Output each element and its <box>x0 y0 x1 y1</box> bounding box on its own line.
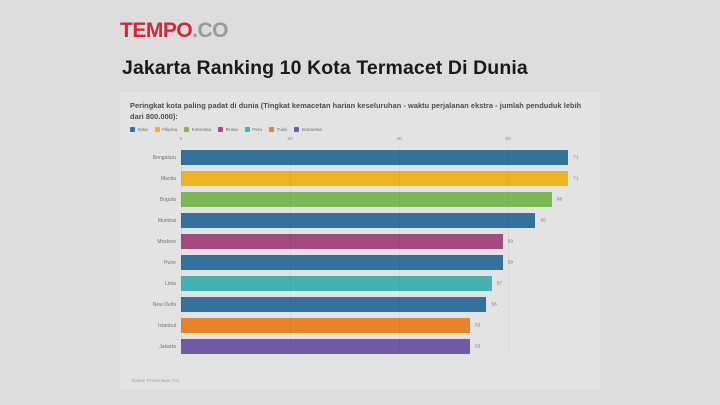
bar-row: Istanbul 53 <box>130 315 590 336</box>
bar-category-label: Istanbul <box>158 322 176 329</box>
bar-value-label: 71 <box>573 155 579 160</box>
legend-item: Kolombia <box>184 127 212 133</box>
legend-label: India <box>137 127 148 133</box>
bar <box>181 338 471 355</box>
bar <box>181 275 492 292</box>
bar-value-label: 53 <box>475 344 481 349</box>
legend-item: Indonesia <box>293 127 322 133</box>
bar-value-label: 53 <box>475 323 481 328</box>
legend-label: Rusia <box>225 127 238 133</box>
brand-name: TEMPO <box>120 19 193 42</box>
bar-track: 56 <box>181 294 590 315</box>
bar-row: Moskow 59 <box>130 231 590 252</box>
bar <box>181 170 569 187</box>
gridline <box>508 147 510 355</box>
chart-card: Peringkat kota paling padat di dunia (Ti… <box>120 92 600 389</box>
bar-row: New Delhi 56 <box>130 294 590 315</box>
bar-row: Manila 71 <box>130 168 590 189</box>
legend-item: Filipina <box>154 127 178 133</box>
bar-row: Jakarta 53 <box>130 336 590 357</box>
gridline <box>399 147 401 355</box>
legend-item: Rusia <box>218 127 238 133</box>
legend-swatch-icon <box>269 127 275 133</box>
bar-track: 71 <box>181 168 590 189</box>
bar-row: Pune 59 <box>130 252 590 273</box>
bar-row: Lima 57 <box>130 273 590 294</box>
bar <box>181 149 569 166</box>
bar-category-label: Bengaluru <box>152 154 176 161</box>
bar-category-label: Jakarta <box>159 343 176 350</box>
chart-legend: India Filipina Kolombia Rusia Peru Turki Indon… <box>130 127 590 133</box>
bar-track: 57 <box>181 273 590 294</box>
bar-value-label: 59 <box>507 239 514 244</box>
gridline <box>290 147 292 355</box>
bar <box>181 317 471 334</box>
bar-row: Mumbai 65 <box>130 210 590 231</box>
bar-value-label: 65 <box>540 218 546 223</box>
bar <box>181 254 503 271</box>
legend-label: Turki <box>276 127 287 133</box>
bar-value-label: 59 <box>507 260 514 265</box>
bar-category-label: Pune <box>164 259 176 266</box>
brand-suffix: .CO <box>192 19 229 42</box>
legend-label: Filipina <box>162 127 178 133</box>
bar-track: 53 <box>181 336 590 357</box>
x-axis-tick-label: 0 <box>179 137 183 142</box>
bar-value-label: 68 <box>556 197 563 202</box>
legend-label: Kolombia <box>191 127 212 133</box>
chart-footnote: Dalam Presentase (%) <box>132 378 180 383</box>
legend-item: Turki <box>269 127 287 133</box>
bar-track: 59 <box>181 231 590 252</box>
tempo-logo: TEMPO.CO <box>120 19 229 42</box>
legend-label: Peru <box>252 127 263 133</box>
legend-swatch-icon <box>293 127 299 133</box>
legend-item: Peru <box>244 127 263 133</box>
bar-category-label: Mumbai <box>157 217 176 224</box>
legend-swatch-icon <box>154 127 160 133</box>
bar-track: 53 <box>181 315 590 336</box>
chart-plot-area: 0 20 40 60 Bengaluru 71 Manila 71 Bogota 68 Mumba… <box>130 137 590 369</box>
bar-category-label: Manila <box>160 175 176 182</box>
bar-category-label: Moskow <box>157 238 176 245</box>
bar-track: 71 <box>181 147 590 168</box>
x-axis-tick-label: 60 <box>505 137 511 142</box>
bar-track: 65 <box>181 210 590 231</box>
bar <box>181 212 536 229</box>
x-axis-tick-label: 40 <box>396 137 402 142</box>
gridline <box>181 147 182 355</box>
bar <box>181 233 503 250</box>
bar-track: 59 <box>181 252 590 273</box>
legend-label: Indonesia <box>301 127 322 133</box>
chart-title: Peringkat kota paling padat di dunia (Ti… <box>130 101 582 121</box>
bar-category-label: New Delhi <box>152 301 176 308</box>
bar-series: Bengaluru 71 Manila 71 Bogota 68 Mumbai 65 Mosko… <box>130 147 590 357</box>
legend-swatch-icon <box>184 127 190 133</box>
bar <box>181 191 552 208</box>
legend-swatch-icon <box>218 127 224 133</box>
bar-value-label: 57 <box>496 281 503 286</box>
legend-swatch-icon <box>244 127 250 133</box>
bar-row: Bengaluru 71 <box>130 147 590 168</box>
bar-category-label: Lima <box>164 280 176 287</box>
bar-value-label: 71 <box>573 176 579 181</box>
bar-category-label: Bogota <box>159 196 176 203</box>
bar-value-label: 56 <box>491 302 497 307</box>
legend-swatch-icon <box>130 127 135 133</box>
bar <box>181 296 487 313</box>
bar-track: 68 <box>181 189 590 210</box>
x-axis-ticks: 0 20 40 60 <box>130 137 590 147</box>
x-axis-tick-label: 20 <box>287 137 293 142</box>
legend-item: India <box>130 127 148 133</box>
page-title: Jakarta Ranking 10 Kota Termacet Di Duni… <box>122 57 528 79</box>
bar-row: Bogota 68 <box>130 189 590 210</box>
